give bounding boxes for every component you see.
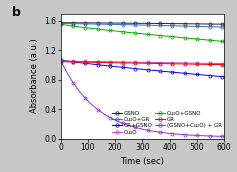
GSNO [132,22,135,24]
(GSNO+Cu₂O) + GR [171,133,174,135]
Cu₂O+GSNO [59,23,62,25]
Cu₂O [132,61,135,63]
GSNO [156,22,159,24]
Y-axis label: Absorbance (a.u.): Absorbance (a.u.) [30,39,39,114]
(GSNO+Cu₂O) + GR [159,131,161,133]
(GSNO+Cu₂O) + GR [59,59,62,61]
Cu₂O+GSNO [171,36,174,38]
GR [204,63,207,65]
GR [171,63,174,65]
Cu₂O+GSNO [204,39,207,41]
Line: Cu₂O+GSNO: Cu₂O+GSNO [59,23,226,43]
GSNO [159,23,161,25]
Cu₂O+GSNO [159,34,161,36]
GR+GSNO [59,59,62,61]
Cu₂O [204,62,207,64]
Cu₂O [156,62,159,64]
Cu₂O+GSNO [132,32,135,34]
Cu₂O [59,60,62,62]
Cu₂O [159,62,161,64]
(GSNO+Cu₂O) + GR [204,135,207,137]
GSNO [165,23,168,25]
Cu₂O+GR [59,23,62,25]
GR+GSNO [156,70,159,72]
GSNO [223,23,226,25]
GR [132,62,135,64]
Cu₂O [223,63,226,65]
Line: GR: GR [59,60,226,66]
GSNO [204,23,207,25]
GR [223,64,226,66]
GR+GSNO [223,76,226,78]
Line: Cu₂O+GR: Cu₂O+GR [59,22,226,29]
GSNO [171,23,174,25]
Cu₂O+GR [159,24,161,26]
GR [156,62,159,64]
GR+GSNO [171,71,174,73]
(GSNO+Cu₂O) + GR [132,126,135,128]
GR [159,62,161,64]
Cu₂O+GR [223,26,226,28]
(GSNO+Cu₂O) + GR [223,135,226,137]
Cu₂O+GR [171,25,174,27]
Line: GSNO: GSNO [59,21,226,26]
GR+GSNO [159,70,161,72]
Cu₂O [165,62,168,64]
(GSNO+Cu₂O) + GR [165,132,168,134]
Cu₂O+GSNO [165,35,168,37]
Legend: GSNO, Cu₂O+GR, GR+GSNO, Cu₂O, Cu₂O+GSNO, GR, (GSNO+Cu₂O) + GR: GSNO, Cu₂O+GR, GR+GSNO, Cu₂O, Cu₂O+GSNO,… [113,111,222,135]
Line: Cu₂O: Cu₂O [59,60,226,65]
Cu₂O+GSNO [223,40,226,42]
Text: b: b [12,6,20,19]
GR+GSNO [165,71,168,73]
X-axis label: Time (sec): Time (sec) [120,157,164,166]
Cu₂O+GR [204,26,207,28]
Cu₂O+GSNO [156,34,159,36]
GSNO [59,22,62,24]
GR+GSNO [204,74,207,76]
GR+GSNO [132,67,135,69]
Cu₂O+GR [132,24,135,26]
GR [165,63,168,65]
Cu₂O+GR [156,24,159,26]
Line: (GSNO+Cu₂O) + GR: (GSNO+Cu₂O) + GR [59,59,226,138]
GR [59,61,62,63]
Cu₂O+GR [165,25,168,27]
Cu₂O [171,62,174,64]
Line: GR+GSNO: GR+GSNO [59,58,226,78]
(GSNO+Cu₂O) + GR [156,131,159,133]
